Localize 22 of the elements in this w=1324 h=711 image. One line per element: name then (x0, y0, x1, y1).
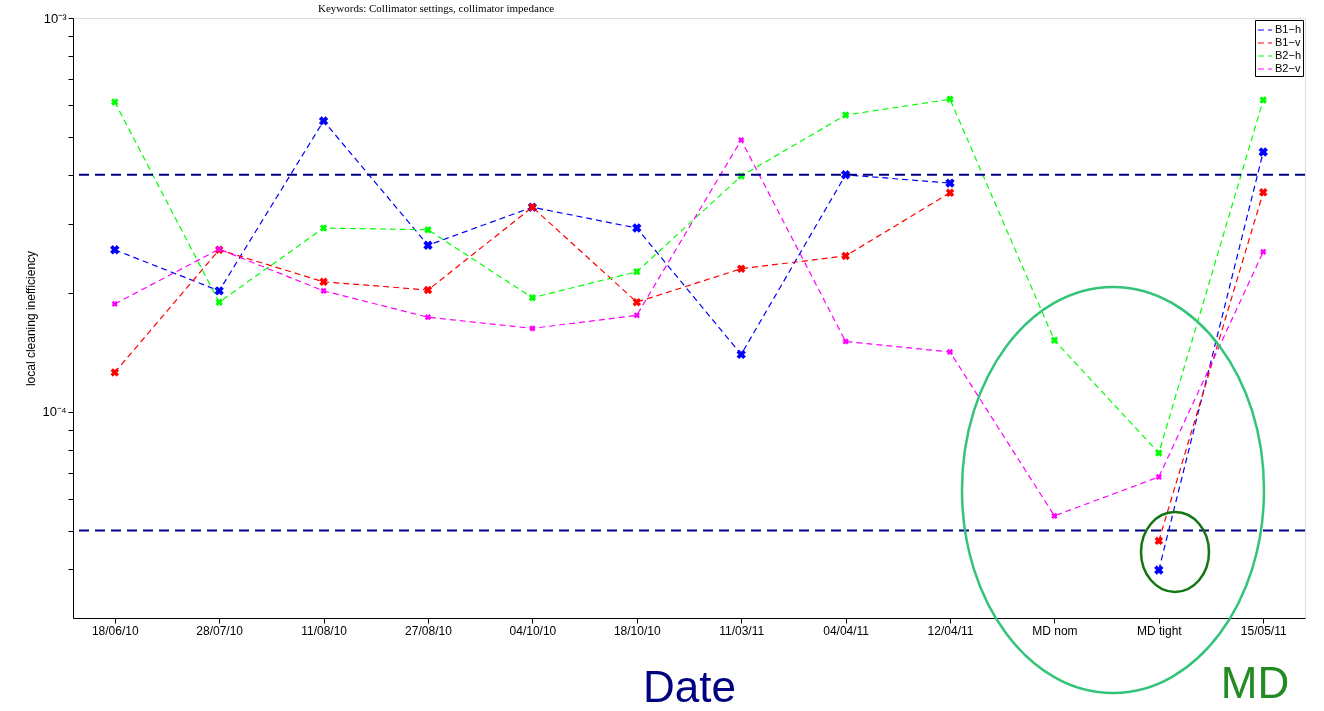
legend-label: B1−h (1275, 23, 1301, 35)
x-tick-label: 28/07/10 (196, 623, 244, 638)
legend-label: B1−v (1275, 36, 1301, 48)
legend-label: B2−v (1275, 62, 1301, 74)
x-tick-label: 11/03/11 (719, 623, 765, 638)
legend-label: B2−h (1275, 49, 1301, 61)
y-tick-label: 10⁻⁴ (42, 404, 67, 420)
y-axis-title: local cleaning inefficiency (24, 250, 39, 387)
y-tick-label: 10⁻³ (43, 10, 68, 26)
x-tick-label: 18/06/10 (91, 623, 139, 638)
x-tick-label: 18/10/10 (613, 623, 661, 638)
x-tick-label: 11/08/10 (301, 623, 348, 638)
x-tick-label: 04/04/11 (823, 623, 870, 638)
x-axis-title: Date (643, 661, 736, 711)
text: MD (1220, 658, 1290, 707)
x-tick-label: MD nom (1032, 623, 1078, 638)
x-tick-label: 15/05/11 (1240, 623, 1287, 638)
x-tick-label: 04/10/10 (509, 623, 557, 638)
x-tick-label: 12/04/11 (927, 623, 974, 638)
text: Keywords: Collimator settings, collimator impedance (318, 2, 555, 14)
x-tick-label: MD tight (1136, 623, 1183, 638)
x-tick-label: 27/08/10 (405, 623, 453, 638)
